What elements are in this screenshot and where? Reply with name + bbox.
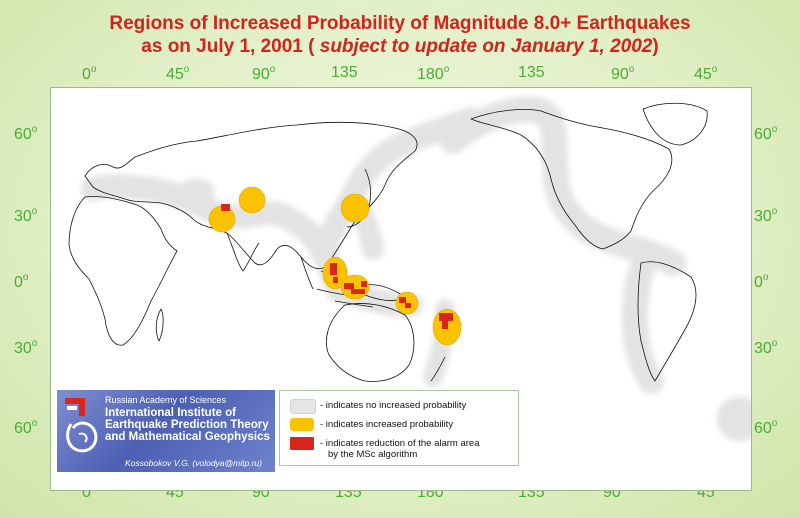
author-credit: Kossobokov V.G. (volodya@mitp.ru) (125, 458, 262, 468)
top-longitude-label: 135 (331, 64, 358, 81)
map-legend: - indicates no increased probability - i… (279, 390, 519, 466)
title-line-1: Regions of Increased Probability of Magn… (109, 13, 691, 34)
philippines-msc-area (333, 277, 338, 283)
institute-name: International Institute of Earthquake Pr… (105, 407, 270, 443)
title-line-2-suffix: ) (652, 36, 659, 57)
title-line-2-italic: subject to update on January 1, 2002 (314, 36, 653, 57)
india-coast (226, 232, 260, 272)
top-longitude-label: 180o (417, 64, 450, 83)
right-latitude-label: 60o (754, 418, 778, 437)
top-longitude-label: 45o (166, 64, 190, 83)
title-line-2-prefix: as on July 1, 2001 ( (141, 36, 315, 57)
indonesia-msc-area (344, 283, 354, 289)
south-america-coast (637, 261, 697, 382)
pacific-north-belt (440, 96, 686, 276)
indonesia-msc-area (351, 289, 365, 294)
legend-swatch-yellow (290, 418, 314, 431)
japan-zone (340, 193, 370, 223)
left-latitude-label: 30o (14, 338, 38, 357)
coastlines (68, 102, 708, 382)
academy-name: Russian Academy of Sciences (105, 395, 227, 405)
scotia-zone (716, 396, 751, 442)
left-latitude-label: 30o (14, 206, 38, 225)
institute-badge: Russian Academy of Sciences Internationa… (57, 390, 275, 472)
right-latitude-label: 0o (754, 272, 769, 291)
north-america-coast (470, 109, 673, 250)
top-longitude-label: 90o (611, 64, 635, 83)
solomon-msc-area (399, 297, 406, 303)
right-latitude-label: 60o (754, 124, 778, 143)
right-latitude-label: 30o (754, 338, 778, 357)
asia-interior-zone (177, 178, 215, 204)
vanuatu-msc-area (439, 313, 453, 321)
philippines-msc-area (330, 263, 337, 275)
top-longitude-label: 90o (252, 64, 276, 83)
solomon-msc-area (405, 303, 411, 308)
left-latitude-label: 0o (14, 272, 29, 291)
iran-msc-area (221, 204, 230, 211)
right-latitude-label: 30o (754, 206, 778, 225)
left-latitude-label: 60o (14, 124, 38, 143)
legend-text-line-2: by the MSc algorithm (328, 449, 418, 460)
europe-asia-coast (84, 122, 418, 270)
madagascar-coast (155, 308, 164, 342)
title-line-2: as on July 1, 2001 ( subject to update o… (0, 35, 800, 58)
top-longitude-label: 45o (694, 64, 718, 83)
left-latitude-label: 60o (14, 418, 38, 437)
legend-swatch-gray (290, 399, 316, 414)
map-title: Regions of Increased Probability of Magn… (0, 12, 800, 58)
legend-swatch-red (290, 437, 314, 450)
vanuatu-msc-area (442, 321, 448, 329)
new-zealand-coast (430, 356, 446, 382)
greenland-coast (642, 102, 708, 146)
legend-text-line: - indicates reduction of the alarm area (320, 438, 480, 449)
australia-coast (326, 303, 415, 382)
andes-belt (621, 258, 664, 394)
central-asia-zone (238, 186, 266, 214)
msc-reduction-zones (221, 204, 453, 329)
indonesia-msc-area (361, 281, 367, 287)
top-longitude-label: 135 (518, 64, 545, 81)
africa-coast (68, 196, 178, 346)
top-longitude-label: 0o (82, 64, 97, 83)
institute-logo (65, 398, 98, 453)
